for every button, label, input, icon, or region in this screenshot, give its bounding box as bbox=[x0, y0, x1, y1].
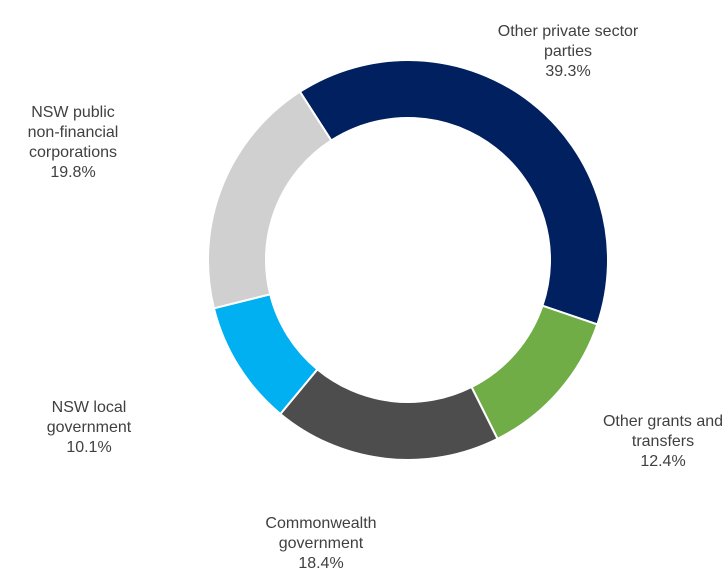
slice-value-label: 10.1% bbox=[66, 439, 111, 456]
slice-label-2: Commonwealth government 18.4% bbox=[265, 515, 376, 572]
slice-value-label: 18.4% bbox=[298, 555, 343, 572]
slice-label-0: Other private sector parties 39.3% bbox=[498, 23, 639, 80]
slice-label-4: NSW public non-financial corporations 19.8% bbox=[28, 104, 119, 181]
donut-slice-1 bbox=[470, 304, 599, 441]
slice-name-line: corporations bbox=[29, 144, 117, 161]
slice-value-label: 39.3% bbox=[545, 63, 590, 80]
slice-name-line: non-financial bbox=[28, 124, 119, 141]
donut-slice-2 bbox=[278, 367, 499, 461]
slice-name-line: Other grants and bbox=[603, 413, 723, 430]
slice-label-1: Other grants and transfers 12.4% bbox=[603, 413, 723, 470]
slice-labels: Other private sector parties 39.3% Other gr… bbox=[28, 23, 723, 572]
slice-value-label: 19.8% bbox=[50, 164, 95, 181]
slice-name-line: Commonwealth bbox=[265, 515, 376, 532]
slice-name-line: government bbox=[279, 535, 364, 552]
slice-name-line: NSW public bbox=[31, 104, 115, 121]
slice-label-3: NSW local government 10.1% bbox=[47, 399, 132, 456]
donut-slice-4 bbox=[207, 90, 333, 310]
slice-value-label: 12.4% bbox=[640, 453, 685, 470]
slice-name-line: transfers bbox=[632, 433, 694, 450]
slice-name-line: parties bbox=[544, 43, 592, 60]
donut-slice-0 bbox=[298, 59, 609, 326]
slice-name-line: Other private sector bbox=[498, 23, 639, 40]
slice-name-line: NSW local bbox=[52, 399, 127, 416]
slice-name-line: government bbox=[47, 419, 132, 436]
donut-slices bbox=[207, 59, 609, 461]
